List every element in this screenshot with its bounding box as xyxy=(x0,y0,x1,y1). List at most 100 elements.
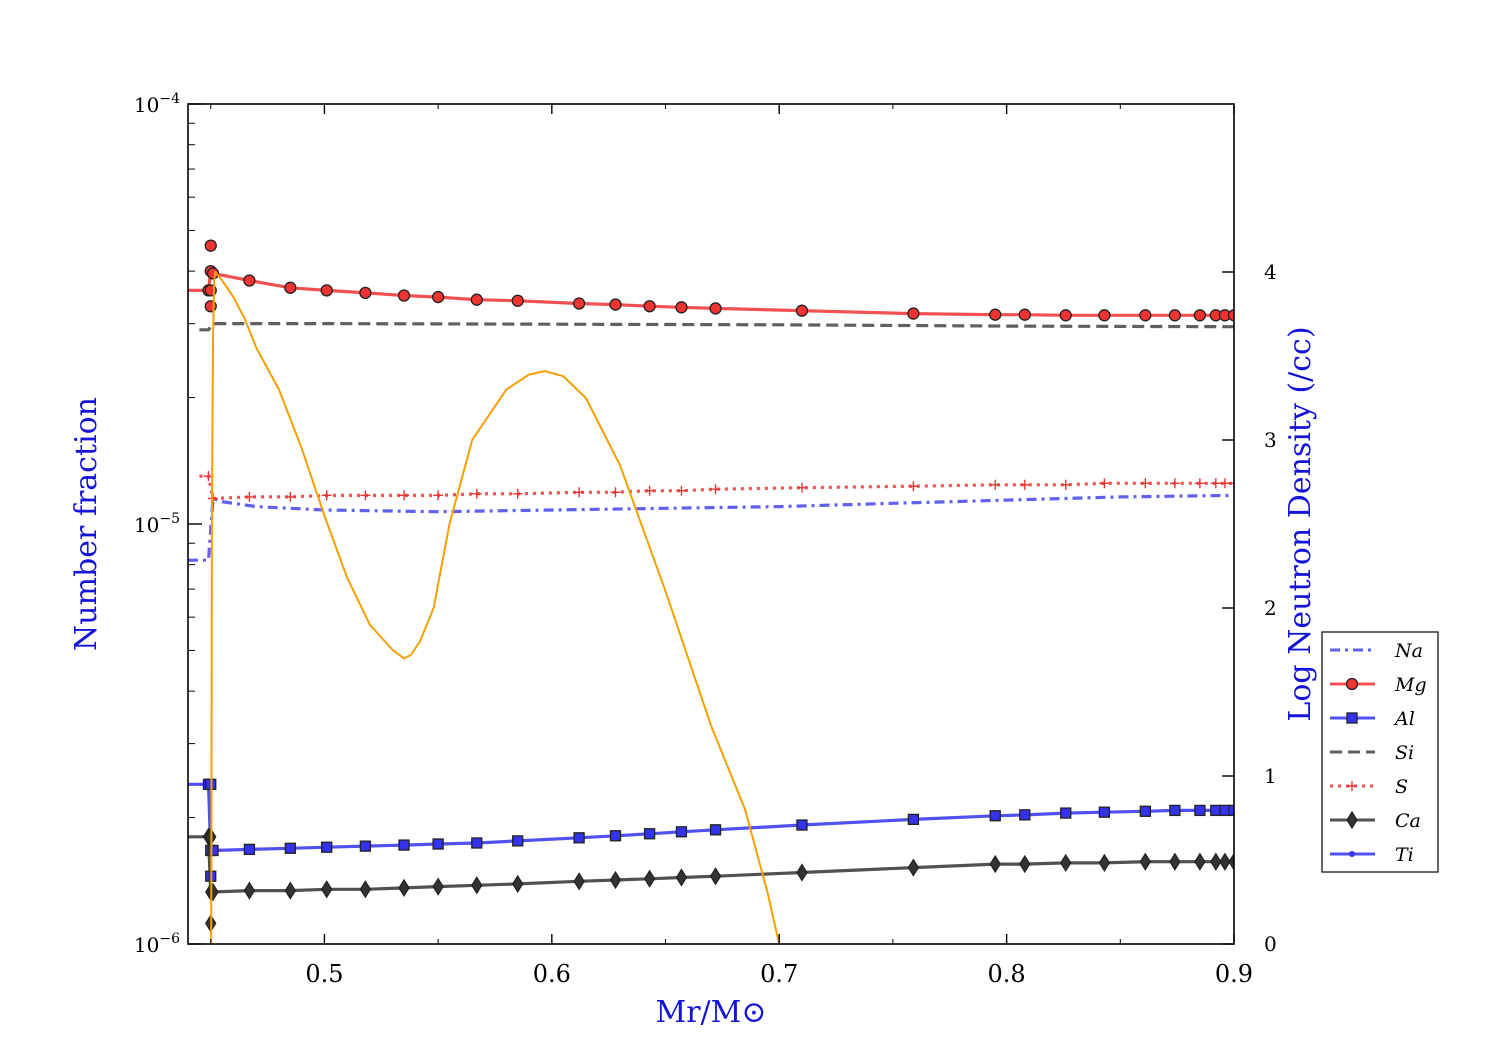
legend-entry: Ti xyxy=(1330,844,1414,866)
data-point xyxy=(321,880,333,899)
y-left-tick-label: 10−5 xyxy=(134,511,180,537)
data-point xyxy=(990,479,1001,490)
y-right-tick-label: 4 xyxy=(1264,260,1277,284)
legend: Na Mg Al Si S Ca Ti xyxy=(1321,631,1439,873)
data-point xyxy=(1139,805,1151,817)
legend-entry: S xyxy=(1330,776,1408,798)
data-point xyxy=(796,819,808,831)
series-s xyxy=(199,471,1234,504)
data-point xyxy=(285,491,296,502)
y-right-tick-label: 2 xyxy=(1264,596,1277,620)
legend-label: S xyxy=(1395,776,1408,798)
series-al xyxy=(188,778,1234,882)
data-point xyxy=(1098,806,1111,818)
data-point xyxy=(432,877,444,896)
data-point xyxy=(676,485,687,496)
data-point xyxy=(796,863,808,882)
data-point xyxy=(360,490,371,501)
data-point xyxy=(359,286,372,300)
data-point xyxy=(471,488,482,499)
legend-marker xyxy=(1346,810,1358,830)
data-point xyxy=(1219,852,1231,871)
data-point xyxy=(470,293,483,306)
data-point xyxy=(399,490,410,501)
data-point xyxy=(1169,804,1181,817)
series-line xyxy=(188,835,1234,894)
data-point xyxy=(643,300,656,313)
data-point xyxy=(1168,309,1182,322)
data-point xyxy=(610,487,621,498)
data-point xyxy=(1193,309,1207,322)
data-point xyxy=(398,878,410,898)
series-mg xyxy=(188,239,1234,322)
data-point xyxy=(907,858,920,877)
series-line xyxy=(210,271,781,944)
x-tick-label: 0.7 xyxy=(760,960,798,988)
data-point xyxy=(431,290,445,304)
data-point xyxy=(989,308,1002,321)
legend-label: Al xyxy=(1393,708,1415,730)
data-point xyxy=(675,301,688,314)
data-point xyxy=(609,298,622,311)
data-point xyxy=(710,484,721,495)
data-point xyxy=(1019,479,1030,490)
y-axis-right-title: Log Neutron Density (/cc) xyxy=(1283,326,1318,721)
legend-entry: Si xyxy=(1330,742,1414,764)
data-point xyxy=(1018,308,1031,321)
series-line xyxy=(188,782,1234,853)
data-point xyxy=(471,837,483,849)
legend-entry: Al xyxy=(1330,708,1415,730)
data-point xyxy=(512,835,524,847)
data-point xyxy=(320,284,333,297)
data-point xyxy=(709,824,722,836)
data-point xyxy=(244,491,255,502)
data-point xyxy=(1194,852,1206,871)
y-right-tick-label: 0 xyxy=(1264,932,1277,956)
legend-entry: Ca xyxy=(1330,810,1421,832)
data-point xyxy=(1169,478,1180,489)
data-point xyxy=(206,267,220,280)
y-left-tick-label: 10−4 xyxy=(134,91,180,117)
data-point xyxy=(1098,309,1111,322)
x-tick-label: 0.6 xyxy=(533,960,571,988)
series-line xyxy=(199,474,1234,501)
data-point xyxy=(284,281,297,294)
data-point xyxy=(321,841,333,853)
data-point xyxy=(1228,852,1234,871)
legend-entries: Na Mg Al Si S Ca Ti xyxy=(1330,640,1427,866)
legend-label: Ti xyxy=(1395,844,1414,866)
legend-entry: Mg xyxy=(1330,674,1427,696)
data-point xyxy=(1019,809,1031,821)
data-point xyxy=(511,294,524,307)
data-point xyxy=(1210,478,1221,489)
data-point xyxy=(321,490,332,501)
data-point xyxy=(512,874,524,894)
data-point xyxy=(1060,853,1072,873)
data-point xyxy=(1060,479,1071,490)
legend-label: Ca xyxy=(1395,810,1421,832)
data-point xyxy=(398,839,410,851)
legend-label: Si xyxy=(1395,742,1414,764)
legend-label: Na xyxy=(1394,640,1423,662)
data-point xyxy=(796,482,807,493)
data-point xyxy=(243,881,256,900)
data-point xyxy=(1139,852,1152,871)
data-point xyxy=(709,867,722,886)
data-point xyxy=(1227,309,1234,322)
plot-area xyxy=(188,239,1234,944)
x-axis-title: Mr/M⊙ xyxy=(655,995,766,1030)
series-si xyxy=(199,322,1234,332)
legend-marker xyxy=(1345,677,1359,691)
y-right-tick-label: 3 xyxy=(1264,428,1277,452)
data-point xyxy=(644,485,655,496)
series-line xyxy=(199,322,1234,332)
data-point xyxy=(643,869,656,888)
y-right-tick-label: 1 xyxy=(1264,764,1277,788)
legend-marker xyxy=(1347,781,1357,791)
data-point xyxy=(1059,309,1072,322)
data-point xyxy=(359,840,372,852)
x-tick-label: 0.5 xyxy=(305,960,343,988)
data-point xyxy=(1169,852,1181,871)
data-point xyxy=(574,487,585,498)
